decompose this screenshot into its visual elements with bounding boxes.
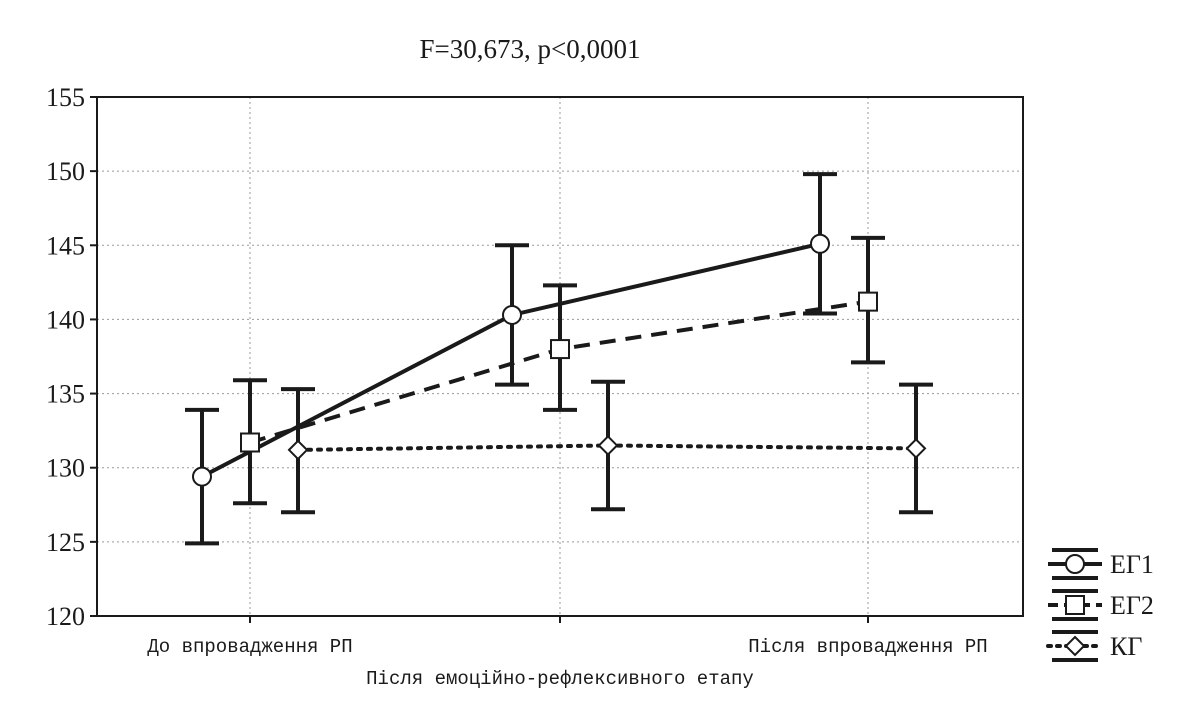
data-point [287,439,309,461]
chart-title: F=30,673, p<0,0001 [420,34,641,64]
series-layer [185,172,933,546]
data-point [810,233,830,254]
y-tick-label: 145 [46,231,85,260]
x-tick-label: До впровадження РП [147,636,352,658]
y-axis: 120 125 130 135 140 145 150 155 [46,83,97,631]
data-point [192,466,212,487]
legend-item-1: ЕГ1 [1048,548,1154,580]
series-2 [233,235,885,506]
y-tick-label: 125 [46,528,85,557]
legend-marker [1064,635,1086,657]
data-point [502,304,522,325]
y-tick-label: 120 [46,602,85,631]
x-tick-label: Після впровадження РП [748,636,987,658]
y-tick-label: 130 [46,454,85,483]
data-point [550,339,570,360]
legend-label: ЕГ2 [1110,591,1154,620]
series-3 [281,379,933,515]
data-point [905,438,927,459]
x-axis: До впровадження РП Після впровадження РП [147,616,988,658]
y-tick-label: 150 [46,157,85,186]
legend-marker [1065,595,1085,615]
data-point [858,291,878,312]
legend: ЕГ1 ЕГ2 КГ [1046,548,1154,662]
data-point [597,435,619,456]
y-tick-label: 140 [46,305,85,334]
data-point [240,432,260,453]
legend-item-2: ЕГ2 [1048,589,1154,621]
legend-label: КГ [1110,632,1142,661]
legend-label: ЕГ1 [1110,550,1154,579]
legend-marker [1065,554,1085,574]
y-tick-label: 135 [46,380,85,409]
y-tick-label: 155 [46,83,85,112]
legend-item-3: КГ [1046,630,1142,662]
series-1 [185,172,837,546]
x-axis-label: Після емоційно-рефлексивного етапу [366,668,754,690]
